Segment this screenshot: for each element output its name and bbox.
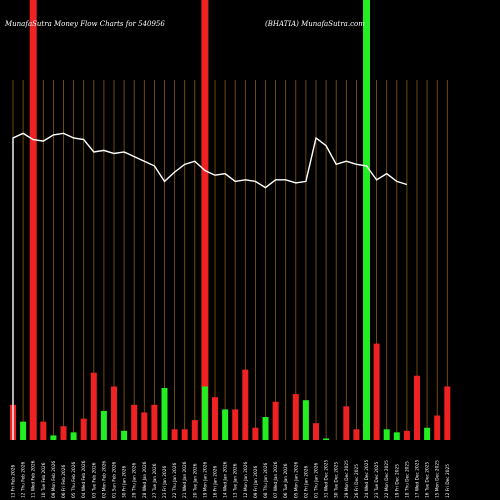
- money-flow-bar: [323, 438, 330, 440]
- money-flow-bar: [232, 409, 239, 440]
- x-tick-label: 03 Tue Feb 2026: [91, 462, 97, 498]
- money-flow-bar: [90, 372, 97, 440]
- x-tick-label: 30 Fri Jan 2026: [122, 465, 128, 498]
- money-flow-bar: [201, 386, 208, 440]
- x-tick-label: 24 Wed Dec 2025: [364, 460, 370, 498]
- x-tick-label: 13 Fri Feb 2026: [11, 465, 17, 498]
- x-tick-label: 29 Thu Jan 2026: [132, 463, 138, 498]
- x-tick-label: 16 Fri Jan 2026: [213, 465, 219, 498]
- x-tick-label: 15 Mon Dec 2025: [435, 460, 441, 498]
- money-flow-bar: [60, 426, 67, 440]
- x-tick-label: 06 Fri Feb 2026: [61, 465, 67, 498]
- x-tick-label: 16 Tue Dec 2025: [425, 462, 431, 498]
- marker-bar: [29, 0, 37, 440]
- x-tick-label: 09 Mon Feb 2026: [51, 461, 57, 498]
- money-flow-bar: [80, 418, 87, 440]
- x-tick-label: 21 Wed Jan 2026: [182, 461, 188, 498]
- x-tick-label: 20 Tue Jan 2026: [192, 463, 198, 498]
- x-tick-label: 22 Thu Jan 2026: [172, 463, 178, 498]
- money-flow-bar: [40, 421, 47, 440]
- money-flow-bar: [20, 421, 27, 440]
- money-flow-bar: [111, 386, 117, 440]
- chart-title-left: MunafaSutra Money Flow Charts for 540956: [4, 20, 165, 28]
- x-tick-label: 02 Mon Feb 2026: [101, 461, 107, 498]
- x-tick-label: 19 Fri Dec 2025: [394, 464, 400, 498]
- money-flow-bar: [414, 375, 420, 440]
- x-tick-label: 01 Thu Jan 2026: [314, 463, 320, 498]
- money-flow-bar: [151, 404, 158, 440]
- money-flow-bar: [181, 429, 188, 440]
- money-flow-bar: [171, 429, 178, 440]
- money-flow-bar: [50, 435, 57, 440]
- grid-lines: [12, 80, 448, 440]
- money-flow-bar: [100, 410, 107, 440]
- x-tick-label: 13 Tue Jan 2026: [233, 463, 239, 498]
- x-tick-label: 08 Thu Jan 2026: [263, 463, 269, 498]
- money-flow-bar: [30, 287, 37, 440]
- x-tick-label: 18 Thu Dec 2025: [404, 461, 410, 498]
- x-tick-label: 02 Fri Jan 2026: [303, 465, 309, 498]
- money-flow-bar: [70, 432, 77, 440]
- x-tick-label: 29 Mon Dec 2025: [344, 460, 350, 498]
- money-flow-bar: [383, 429, 390, 440]
- money-flow-bar: [131, 404, 138, 440]
- x-tick-label: 07 Wed Jan 2026: [273, 461, 279, 498]
- x-tick-label: 10 Tue Feb 2026: [41, 462, 47, 498]
- x-tick-label: 23 Tue Dec 2025: [374, 462, 380, 498]
- x-tick-label: 05 Mon Jan 2026: [293, 462, 299, 498]
- money-flow-bar: [343, 406, 350, 440]
- money-flow-bar: [141, 412, 148, 440]
- x-tick-label: 12 Mon Jan 2026: [243, 462, 249, 498]
- money-flow-bar: [222, 409, 229, 440]
- x-tick-label: 17 Wed Dec 2025: [415, 460, 421, 498]
- price-line-group: [12, 132, 408, 440]
- price-line: [12, 132, 408, 440]
- money-flow-bar: [252, 427, 259, 440]
- x-tick-label: 30 Tue Dec 2025: [334, 462, 340, 498]
- x-tick-labels: 13 Fri Feb 2026 12 Thu Feb 2026 11 Wed Feb…: [11, 460, 451, 498]
- x-tick-label: 11 Wed Feb 2026: [31, 460, 37, 498]
- money-flow-bar: [373, 343, 380, 440]
- x-tick-label: 27 Tue Jan 2026: [152, 463, 158, 498]
- money-flow-bar: [353, 429, 360, 440]
- x-tick-label: 05 Thu Feb 2026: [71, 462, 77, 498]
- x-tick-label: 04 Wed Feb 2026: [81, 460, 87, 498]
- money-flow-bar: [363, 421, 370, 440]
- x-tick-label: 06 Tue Jan 2026: [283, 463, 289, 498]
- money-flow-bar: [121, 430, 128, 440]
- marker-bar: [201, 0, 209, 440]
- money-flow-bar: [242, 369, 249, 440]
- x-tick-label: 09 Fri Jan 2026: [253, 465, 259, 498]
- x-tick-label: 19 Mon Jan 2026: [202, 462, 208, 498]
- money-flow-bar: [272, 401, 279, 440]
- marker-bar: [363, 0, 370, 440]
- money-flow-bar: [262, 417, 269, 440]
- x-tick-label: 31 Wed Dec 2025: [324, 460, 330, 498]
- money-flow-bar: [191, 420, 198, 440]
- money-flow-bar: [403, 430, 410, 440]
- money-flow-bar: [292, 394, 299, 440]
- x-tick-label: 14 Wed Jan 2026: [223, 461, 229, 498]
- x-tick-label: 28 Wed Jan 2026: [142, 461, 148, 498]
- money-flow-bar: [444, 386, 451, 440]
- money-flow-bar: [393, 432, 400, 440]
- x-tick-label: 12 Thu Feb 2026: [21, 462, 27, 498]
- x-tick-label: 01 Sun Feb 2026: [112, 461, 118, 498]
- money-flow-bar: [161, 387, 168, 440]
- x-tick-label: 22 Mon Dec 2025: [384, 460, 390, 498]
- x-tick-label: 12 Fri Dec 2025: [445, 464, 451, 498]
- bars-group: [10, 0, 451, 440]
- money-flow-bar: [424, 427, 431, 440]
- money-flow-bar: [212, 397, 218, 440]
- money-flow-bar: [434, 415, 441, 440]
- x-tick-label: 26 Fri Dec 2025: [354, 464, 360, 498]
- money-flow-bar: [313, 423, 319, 440]
- money-flow-bar: [302, 400, 309, 440]
- chart-title-right: (BHATIA) MunafaSutra.com: [265, 20, 365, 28]
- x-tick-label: 23 Fri Jan 2026: [162, 465, 168, 498]
